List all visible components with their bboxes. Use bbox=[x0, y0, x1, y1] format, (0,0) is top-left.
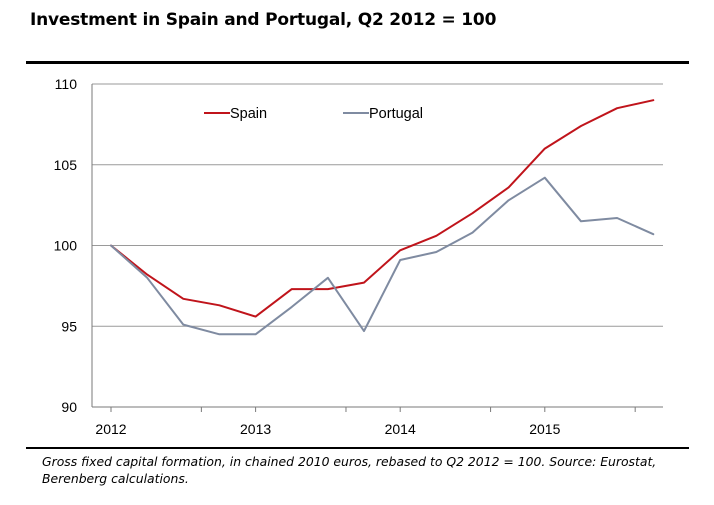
x-tick-label-2013: 2013 bbox=[240, 421, 271, 437]
x-tick-label-2014: 2014 bbox=[385, 421, 416, 437]
x-tick-label-2015: 2015 bbox=[529, 421, 560, 437]
y-tick-label-110: 110 bbox=[55, 76, 78, 92]
legend-label-spain: Spain bbox=[230, 106, 267, 122]
y-tick-label-95: 95 bbox=[61, 318, 77, 334]
chart-caption: Gross fixed capital formation, in chaine… bbox=[42, 454, 657, 486]
top-rule bbox=[26, 61, 689, 64]
chart-title: Investment in Spain and Portugal, Q2 201… bbox=[30, 10, 497, 30]
x-tick-label-2012: 2012 bbox=[95, 421, 126, 437]
series-line-portugal bbox=[110, 176, 655, 336]
series-line-spain bbox=[110, 99, 655, 318]
legend: Spain Portugal bbox=[204, 106, 423, 122]
series-lines bbox=[110, 99, 655, 336]
bottom-rule bbox=[26, 447, 689, 449]
y-tick-label-90: 90 bbox=[61, 399, 77, 415]
y-tick-label-100: 100 bbox=[54, 238, 78, 254]
legend-label-portugal: Portugal bbox=[369, 106, 423, 122]
y-tick-label-105: 105 bbox=[54, 157, 78, 173]
axes: 90 95 100 105 110 2012 2013 2014 2015 bbox=[54, 76, 663, 437]
